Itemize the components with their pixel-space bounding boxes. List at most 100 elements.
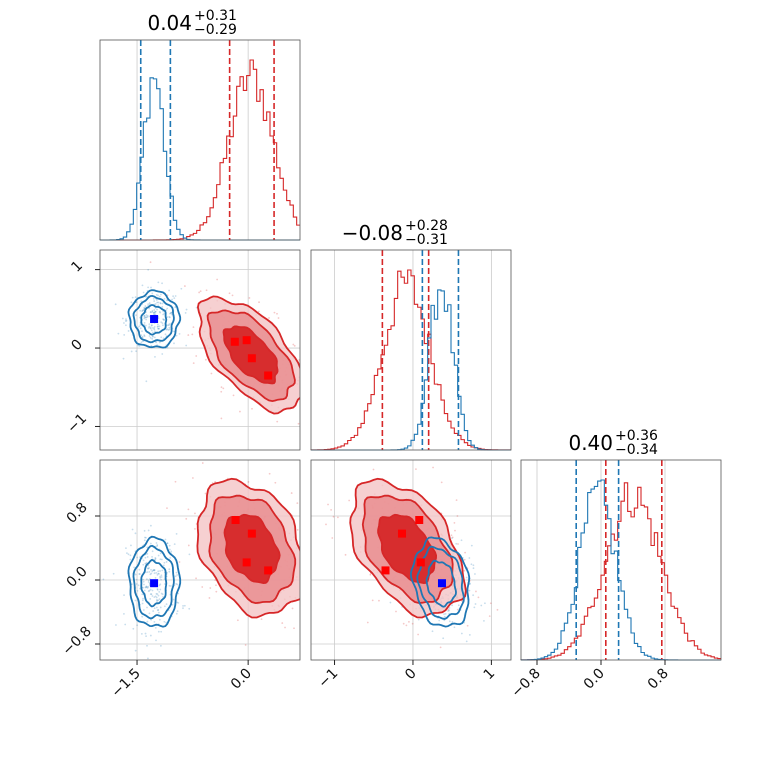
ytick-label-p2-1: 0.0 bbox=[64, 564, 91, 591]
sample-point bbox=[158, 590, 161, 593]
title-value-p2: 0.40 bbox=[568, 431, 613, 455]
panel-2_0 bbox=[102, 462, 316, 660]
sample-point bbox=[175, 612, 178, 615]
sample-point bbox=[151, 327, 154, 329]
sample-point bbox=[301, 365, 303, 367]
sample-point bbox=[145, 585, 148, 588]
sample-point bbox=[141, 615, 144, 618]
sample-point bbox=[140, 341, 143, 344]
sample-point bbox=[130, 301, 133, 304]
sample-point bbox=[156, 301, 159, 304]
sample-point bbox=[284, 626, 286, 629]
sample-point bbox=[192, 362, 195, 365]
sample-point bbox=[123, 322, 125, 324]
sample-point bbox=[138, 345, 141, 347]
sample-point bbox=[123, 594, 125, 597]
sample-point bbox=[157, 327, 159, 330]
sample-point bbox=[145, 324, 147, 327]
sample-point bbox=[159, 576, 162, 579]
sample-point bbox=[474, 573, 476, 575]
sample-point bbox=[171, 298, 173, 301]
sample-point bbox=[142, 597, 144, 600]
sample-point bbox=[168, 326, 171, 329]
sample-point bbox=[155, 299, 158, 301]
sample-point bbox=[337, 516, 339, 519]
sample-point bbox=[448, 606, 451, 609]
sample-point bbox=[158, 598, 161, 601]
marker-red-2_0-0 bbox=[231, 516, 240, 524]
sample-point bbox=[148, 325, 151, 328]
sample-point bbox=[146, 316, 149, 319]
sample-point bbox=[174, 306, 177, 309]
sample-point bbox=[174, 295, 177, 297]
sample-point bbox=[131, 296, 134, 299]
sample-point bbox=[149, 593, 152, 595]
sample-point bbox=[143, 322, 146, 324]
sample-point bbox=[468, 557, 471, 559]
sample-point bbox=[276, 312, 278, 315]
sample-point bbox=[153, 569, 156, 571]
title-p2: 0.40 +0.36−0.34 bbox=[568, 428, 658, 458]
sample-point bbox=[293, 627, 295, 630]
sample-point bbox=[175, 533, 178, 535]
sample-point bbox=[201, 586, 204, 588]
sample-point bbox=[154, 557, 157, 560]
sample-point bbox=[191, 477, 194, 479]
sample-point bbox=[432, 466, 434, 469]
sample-point bbox=[170, 585, 172, 587]
sample-point bbox=[151, 335, 154, 337]
sample-point bbox=[159, 302, 162, 304]
marker-red-1_0-3 bbox=[264, 371, 273, 380]
xtick-label-p1-1: 0 bbox=[402, 666, 420, 684]
frames-layer bbox=[99, 39, 722, 661]
sample-point bbox=[465, 640, 468, 643]
sample-point bbox=[148, 323, 151, 325]
sample-point bbox=[140, 632, 143, 635]
sample-point bbox=[163, 297, 166, 300]
sample-point bbox=[162, 337, 165, 340]
sample-point bbox=[314, 537, 316, 539]
sample-point bbox=[168, 328, 171, 331]
sample-point bbox=[149, 261, 152, 264]
sample-point bbox=[450, 534, 453, 537]
xtick-label-p1-2: 1 bbox=[481, 666, 499, 684]
sample-point bbox=[460, 632, 463, 635]
sample-point bbox=[159, 575, 162, 578]
sample-point bbox=[187, 334, 190, 336]
sample-point bbox=[146, 578, 148, 581]
sample-point bbox=[141, 330, 143, 333]
sample-point bbox=[149, 336, 152, 339]
sample-point bbox=[192, 326, 195, 328]
sample-point bbox=[176, 574, 178, 576]
sample-point bbox=[155, 592, 158, 595]
sample-point bbox=[175, 583, 178, 585]
sample-point bbox=[489, 602, 492, 605]
sample-point bbox=[155, 341, 158, 344]
sample-point bbox=[474, 603, 477, 605]
histogram-blue-p1 bbox=[311, 289, 511, 451]
sample-point bbox=[168, 548, 171, 551]
sample-point bbox=[146, 552, 149, 555]
sample-point bbox=[163, 561, 166, 564]
sample-point bbox=[149, 311, 152, 314]
sample-point bbox=[144, 556, 147, 559]
sample-point bbox=[173, 297, 176, 300]
sample-point bbox=[327, 503, 329, 506]
sample-point bbox=[456, 515, 459, 517]
sample-point bbox=[177, 602, 180, 604]
sample-point bbox=[147, 286, 150, 289]
sample-point bbox=[141, 336, 144, 338]
sample-point bbox=[216, 278, 219, 281]
sample-point bbox=[468, 589, 471, 592]
sample-point bbox=[168, 570, 171, 573]
sample-point bbox=[393, 452, 395, 454]
sample-point bbox=[145, 536, 147, 539]
sample-point bbox=[165, 603, 168, 606]
contour-blue-1_0-1 bbox=[132, 294, 175, 344]
sample-point bbox=[155, 293, 158, 296]
sample-point bbox=[236, 619, 239, 622]
sample-point bbox=[208, 597, 211, 599]
sample-point bbox=[168, 323, 171, 325]
sample-point bbox=[157, 294, 159, 297]
sample-point bbox=[315, 404, 317, 406]
